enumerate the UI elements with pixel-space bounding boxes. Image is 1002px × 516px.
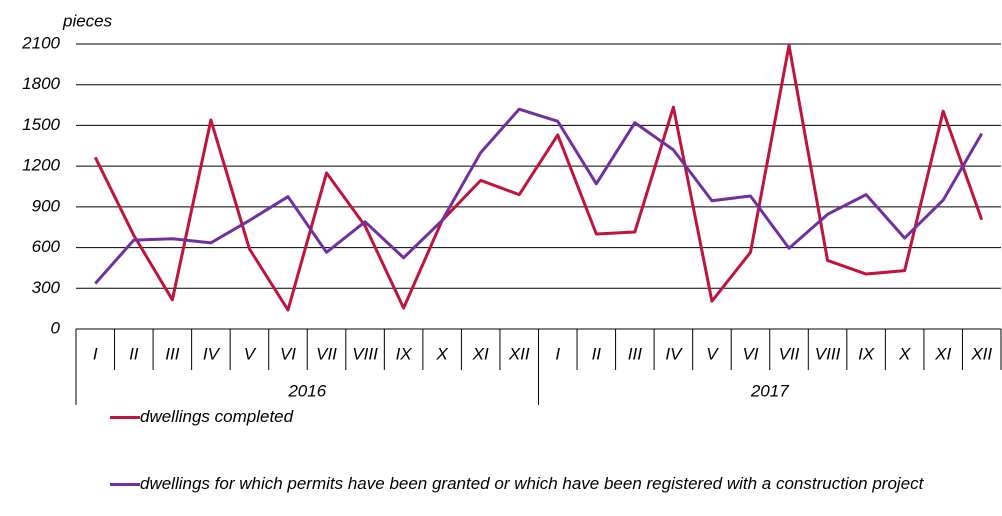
x-tick-label: VI xyxy=(742,344,758,363)
y-tick-label: 300 xyxy=(32,278,61,297)
group-label: 2016 xyxy=(287,381,326,400)
legend-swatch xyxy=(110,483,140,486)
y-tick-label: 900 xyxy=(32,196,61,215)
x-tick-label: II xyxy=(129,344,139,363)
x-tick-label: III xyxy=(628,344,642,363)
x-tick-label: VII xyxy=(316,344,337,363)
x-tick-label: XI xyxy=(472,344,489,363)
x-tick-label: II xyxy=(592,344,602,363)
x-tick-label: V xyxy=(706,344,719,363)
y-tick-label: 1200 xyxy=(22,156,60,175)
x-tick-label: XII xyxy=(508,344,530,363)
y-tick-label: 600 xyxy=(32,237,61,256)
y-tick-label: 0 xyxy=(51,318,61,337)
x-tick-label: VIII xyxy=(352,344,378,363)
x-tick-label: I xyxy=(93,344,98,363)
x-tick-label: X xyxy=(898,344,911,363)
x-tick-label: VII xyxy=(779,344,800,363)
group-label: 2017 xyxy=(750,381,789,400)
x-tick-label: III xyxy=(165,344,179,363)
y-axis-label: pieces xyxy=(62,11,113,30)
x-tick-label: XII xyxy=(970,344,992,363)
x-tick-label: X xyxy=(435,344,448,363)
legend-swatch xyxy=(110,416,140,419)
legend-label: dwellings completed xyxy=(140,407,294,426)
x-tick-label: IV xyxy=(203,344,221,363)
y-tick-label: 1800 xyxy=(22,74,60,93)
x-tick-label: VIII xyxy=(815,344,841,363)
x-tick-label: I xyxy=(555,344,560,363)
x-tick-label: IV xyxy=(665,344,683,363)
legend-entry: dwellings completed xyxy=(110,406,970,428)
y-tick-label: 1500 xyxy=(22,115,60,134)
x-tick-label: XI xyxy=(934,344,951,363)
legend-entry: dwellings for which permits have been gr… xyxy=(110,473,970,495)
x-tick-label: IX xyxy=(396,344,413,363)
series-line xyxy=(94,107,984,285)
y-tick-label: 2100 xyxy=(21,33,60,52)
x-tick-label: V xyxy=(244,344,257,363)
x-tick-label: IX xyxy=(858,344,875,363)
legend-label: dwellings for which permits have been gr… xyxy=(140,474,924,493)
x-tick-label: VI xyxy=(280,344,296,363)
series-line xyxy=(93,43,984,312)
